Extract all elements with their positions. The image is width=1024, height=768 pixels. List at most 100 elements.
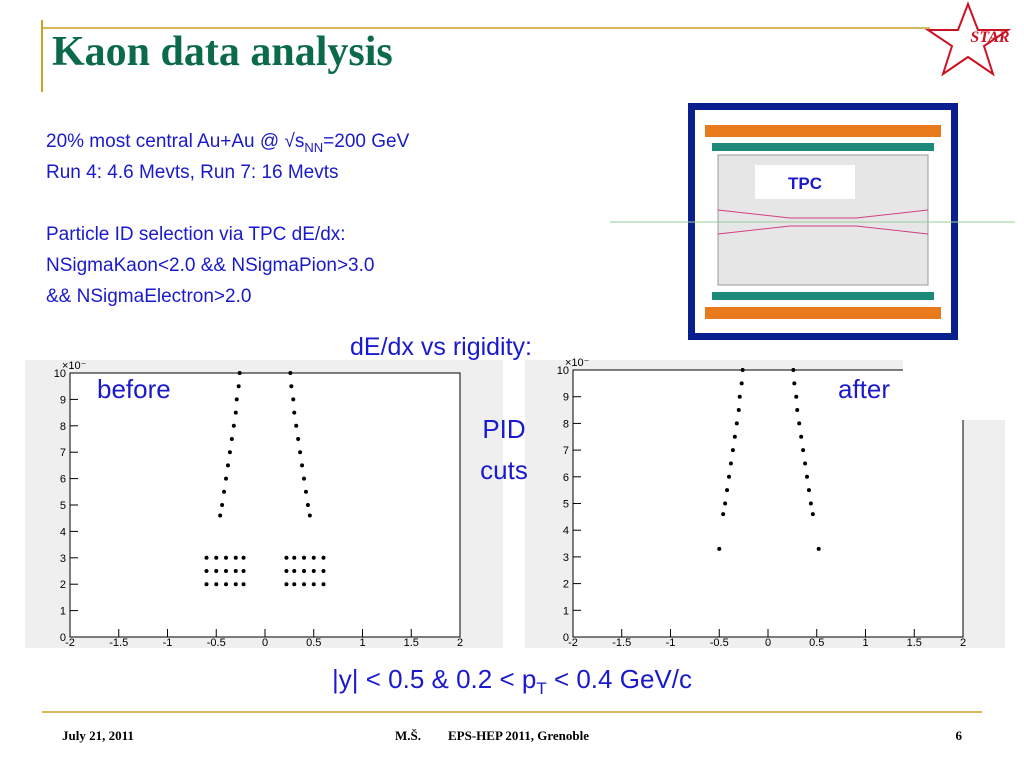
plot-label: after bbox=[838, 374, 890, 404]
calorimeter bbox=[705, 307, 941, 319]
y-tick-label: 1 bbox=[60, 606, 66, 618]
point bbox=[725, 488, 730, 493]
overlay bbox=[903, 360, 1005, 420]
point bbox=[791, 368, 796, 372]
point bbox=[321, 555, 326, 560]
point bbox=[224, 476, 228, 481]
point bbox=[234, 397, 239, 402]
y-tick-label: 2 bbox=[60, 579, 66, 591]
x-tick-label: -1.5 bbox=[109, 637, 128, 649]
point bbox=[734, 421, 739, 426]
point bbox=[803, 461, 808, 466]
point bbox=[740, 368, 745, 372]
point bbox=[797, 421, 802, 426]
point bbox=[792, 381, 797, 386]
plots-caption: dE/dx vs rigidity: bbox=[350, 333, 532, 361]
footer-author: M.Š. bbox=[395, 728, 421, 743]
point bbox=[241, 569, 246, 573]
y-tick-label: 8 bbox=[60, 421, 66, 433]
point bbox=[732, 434, 737, 439]
y-tick-label: 0 bbox=[60, 632, 66, 644]
x-tick-label: -1 bbox=[666, 637, 676, 649]
point bbox=[237, 371, 242, 375]
point bbox=[224, 555, 228, 560]
point bbox=[302, 555, 306, 560]
point bbox=[794, 394, 799, 399]
footer-conference: EPS-HEP 2011, Grenoble bbox=[448, 728, 589, 743]
point bbox=[204, 569, 209, 573]
point bbox=[204, 582, 209, 587]
point bbox=[728, 461, 733, 466]
info-text: 20% most central Au+Au @ √s bbox=[46, 131, 304, 152]
cut-text: < 0.4 GeV/c bbox=[547, 664, 692, 694]
point bbox=[801, 448, 806, 453]
x-tick-label: 1.5 bbox=[907, 637, 922, 649]
plot-area bbox=[572, 369, 964, 638]
point bbox=[808, 501, 813, 506]
point bbox=[307, 513, 312, 518]
point bbox=[736, 408, 741, 413]
point bbox=[799, 434, 804, 439]
y-tick-label: 5 bbox=[563, 499, 569, 511]
y-tick-label: 2 bbox=[563, 579, 569, 591]
point bbox=[214, 569, 219, 573]
point bbox=[224, 569, 228, 573]
y-tick-label: 4 bbox=[60, 526, 66, 538]
overlay bbox=[398, 375, 458, 435]
point bbox=[723, 501, 728, 506]
point bbox=[795, 408, 800, 413]
y-tick-label: 3 bbox=[563, 552, 569, 564]
info-line: 20% most central Au+Au @ √sNN=200 GeV bbox=[46, 131, 410, 155]
point bbox=[730, 448, 735, 453]
point bbox=[218, 513, 223, 518]
point bbox=[222, 489, 227, 494]
info-line: NSigmaKaon<2.0 && NSigmaPion>3.0 bbox=[46, 255, 374, 276]
point bbox=[292, 569, 297, 573]
tpc-label-box bbox=[755, 165, 855, 199]
point bbox=[214, 555, 219, 560]
y-tick-label: 8 bbox=[563, 418, 569, 430]
x-tick-label: -1.5 bbox=[612, 637, 631, 649]
point bbox=[233, 555, 238, 560]
point bbox=[302, 582, 306, 587]
point bbox=[717, 546, 722, 551]
point bbox=[284, 582, 289, 587]
point bbox=[816, 546, 821, 551]
tof bbox=[712, 292, 934, 300]
point bbox=[233, 410, 238, 415]
point bbox=[284, 569, 289, 573]
logo-star bbox=[924, 1, 1012, 77]
point bbox=[284, 555, 289, 560]
point bbox=[241, 555, 246, 560]
point bbox=[805, 474, 809, 479]
point bbox=[241, 582, 246, 587]
point bbox=[806, 488, 811, 493]
point bbox=[229, 437, 234, 441]
point bbox=[233, 582, 238, 587]
x-tick-label: 2 bbox=[960, 637, 966, 649]
point bbox=[292, 555, 297, 560]
y-tick-label: 6 bbox=[60, 474, 66, 486]
y-tick-label: 9 bbox=[60, 394, 66, 406]
footer-page: 6 bbox=[956, 728, 963, 743]
point bbox=[311, 555, 316, 560]
point bbox=[296, 437, 301, 441]
point bbox=[311, 582, 316, 587]
point bbox=[321, 582, 326, 587]
y-multiplier: ×10⁻ bbox=[565, 357, 590, 369]
info-line: && NSigmaElectron>2.0 bbox=[46, 286, 251, 307]
point bbox=[298, 450, 303, 455]
point bbox=[204, 555, 209, 560]
beam-pipe bbox=[717, 209, 929, 235]
cut-condition: |y| < 0.5 & 0.2 < pT < 0.4 GeV/c bbox=[332, 664, 692, 698]
y-tick-label: 4 bbox=[563, 525, 569, 537]
point bbox=[302, 476, 306, 481]
tpc-label: TPC bbox=[788, 174, 822, 193]
y-tick-label: 6 bbox=[563, 472, 569, 484]
y-multiplier: ×10⁻ bbox=[62, 360, 87, 372]
point bbox=[227, 450, 232, 455]
point bbox=[288, 371, 293, 375]
point bbox=[220, 503, 225, 507]
point bbox=[233, 569, 238, 573]
y-tick-label: 9 bbox=[563, 392, 569, 404]
